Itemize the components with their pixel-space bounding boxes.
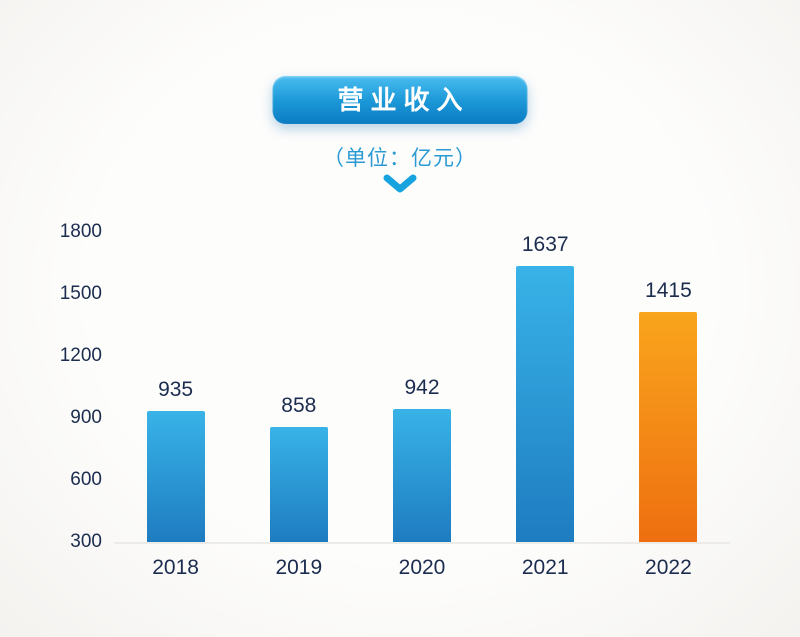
bar-slot: 1415 [607,232,730,542]
chevron-down-icon [382,174,418,194]
bar-2021 [516,265,575,542]
chart-title-pill: 营业收入 [272,76,528,124]
y-axis-tick-label: 900 [70,407,102,428]
bar-2022 [639,311,698,542]
x-axis-label: 2020 [398,556,446,579]
bar-2018 [146,410,205,542]
bar-2019 [269,426,328,542]
x-axis-label: 2018 [152,556,199,579]
bar-slot: 942 [360,232,483,542]
x-axis-label: 2022 [645,556,692,579]
y-axis-tick-label: 600 [70,469,102,490]
bar-value-label: 1415 [645,278,692,302]
chart-subtitle: （单位：亿元） [323,147,477,170]
bar-chart: 1800 1500 1200 900 600 300 935 858 942 1637 1415 … [40,221,730,580]
bar-value-label: 858 [281,393,317,417]
x-axis-label: 2021 [521,556,569,579]
bar-value-label: 942 [404,376,440,400]
chevron-down-path [383,174,417,193]
bar-slot: 935 [114,232,237,542]
y-axis: 1800 1500 1200 900 600 300 [40,221,102,552]
y-axis-tick-label: 1800 [59,221,102,242]
y-axis-tick-label: 1500 [59,283,102,304]
bar-2020 [393,409,451,542]
bar-slot: 858 [237,232,360,542]
chart-title: 营业收入 [337,85,470,115]
bar-value-label: 1637 [521,232,569,256]
bar-slot: 1637 [484,232,607,542]
bar-value-label: 935 [158,377,194,401]
x-axis: 2018 2019 2020 2021 2022 [114,556,730,580]
plot-area: 935 858 942 1637 1415 [114,232,730,544]
y-axis-tick-label: 300 [70,531,102,552]
y-axis-tick-label: 1200 [59,345,102,366]
x-axis-label: 2019 [275,556,323,579]
